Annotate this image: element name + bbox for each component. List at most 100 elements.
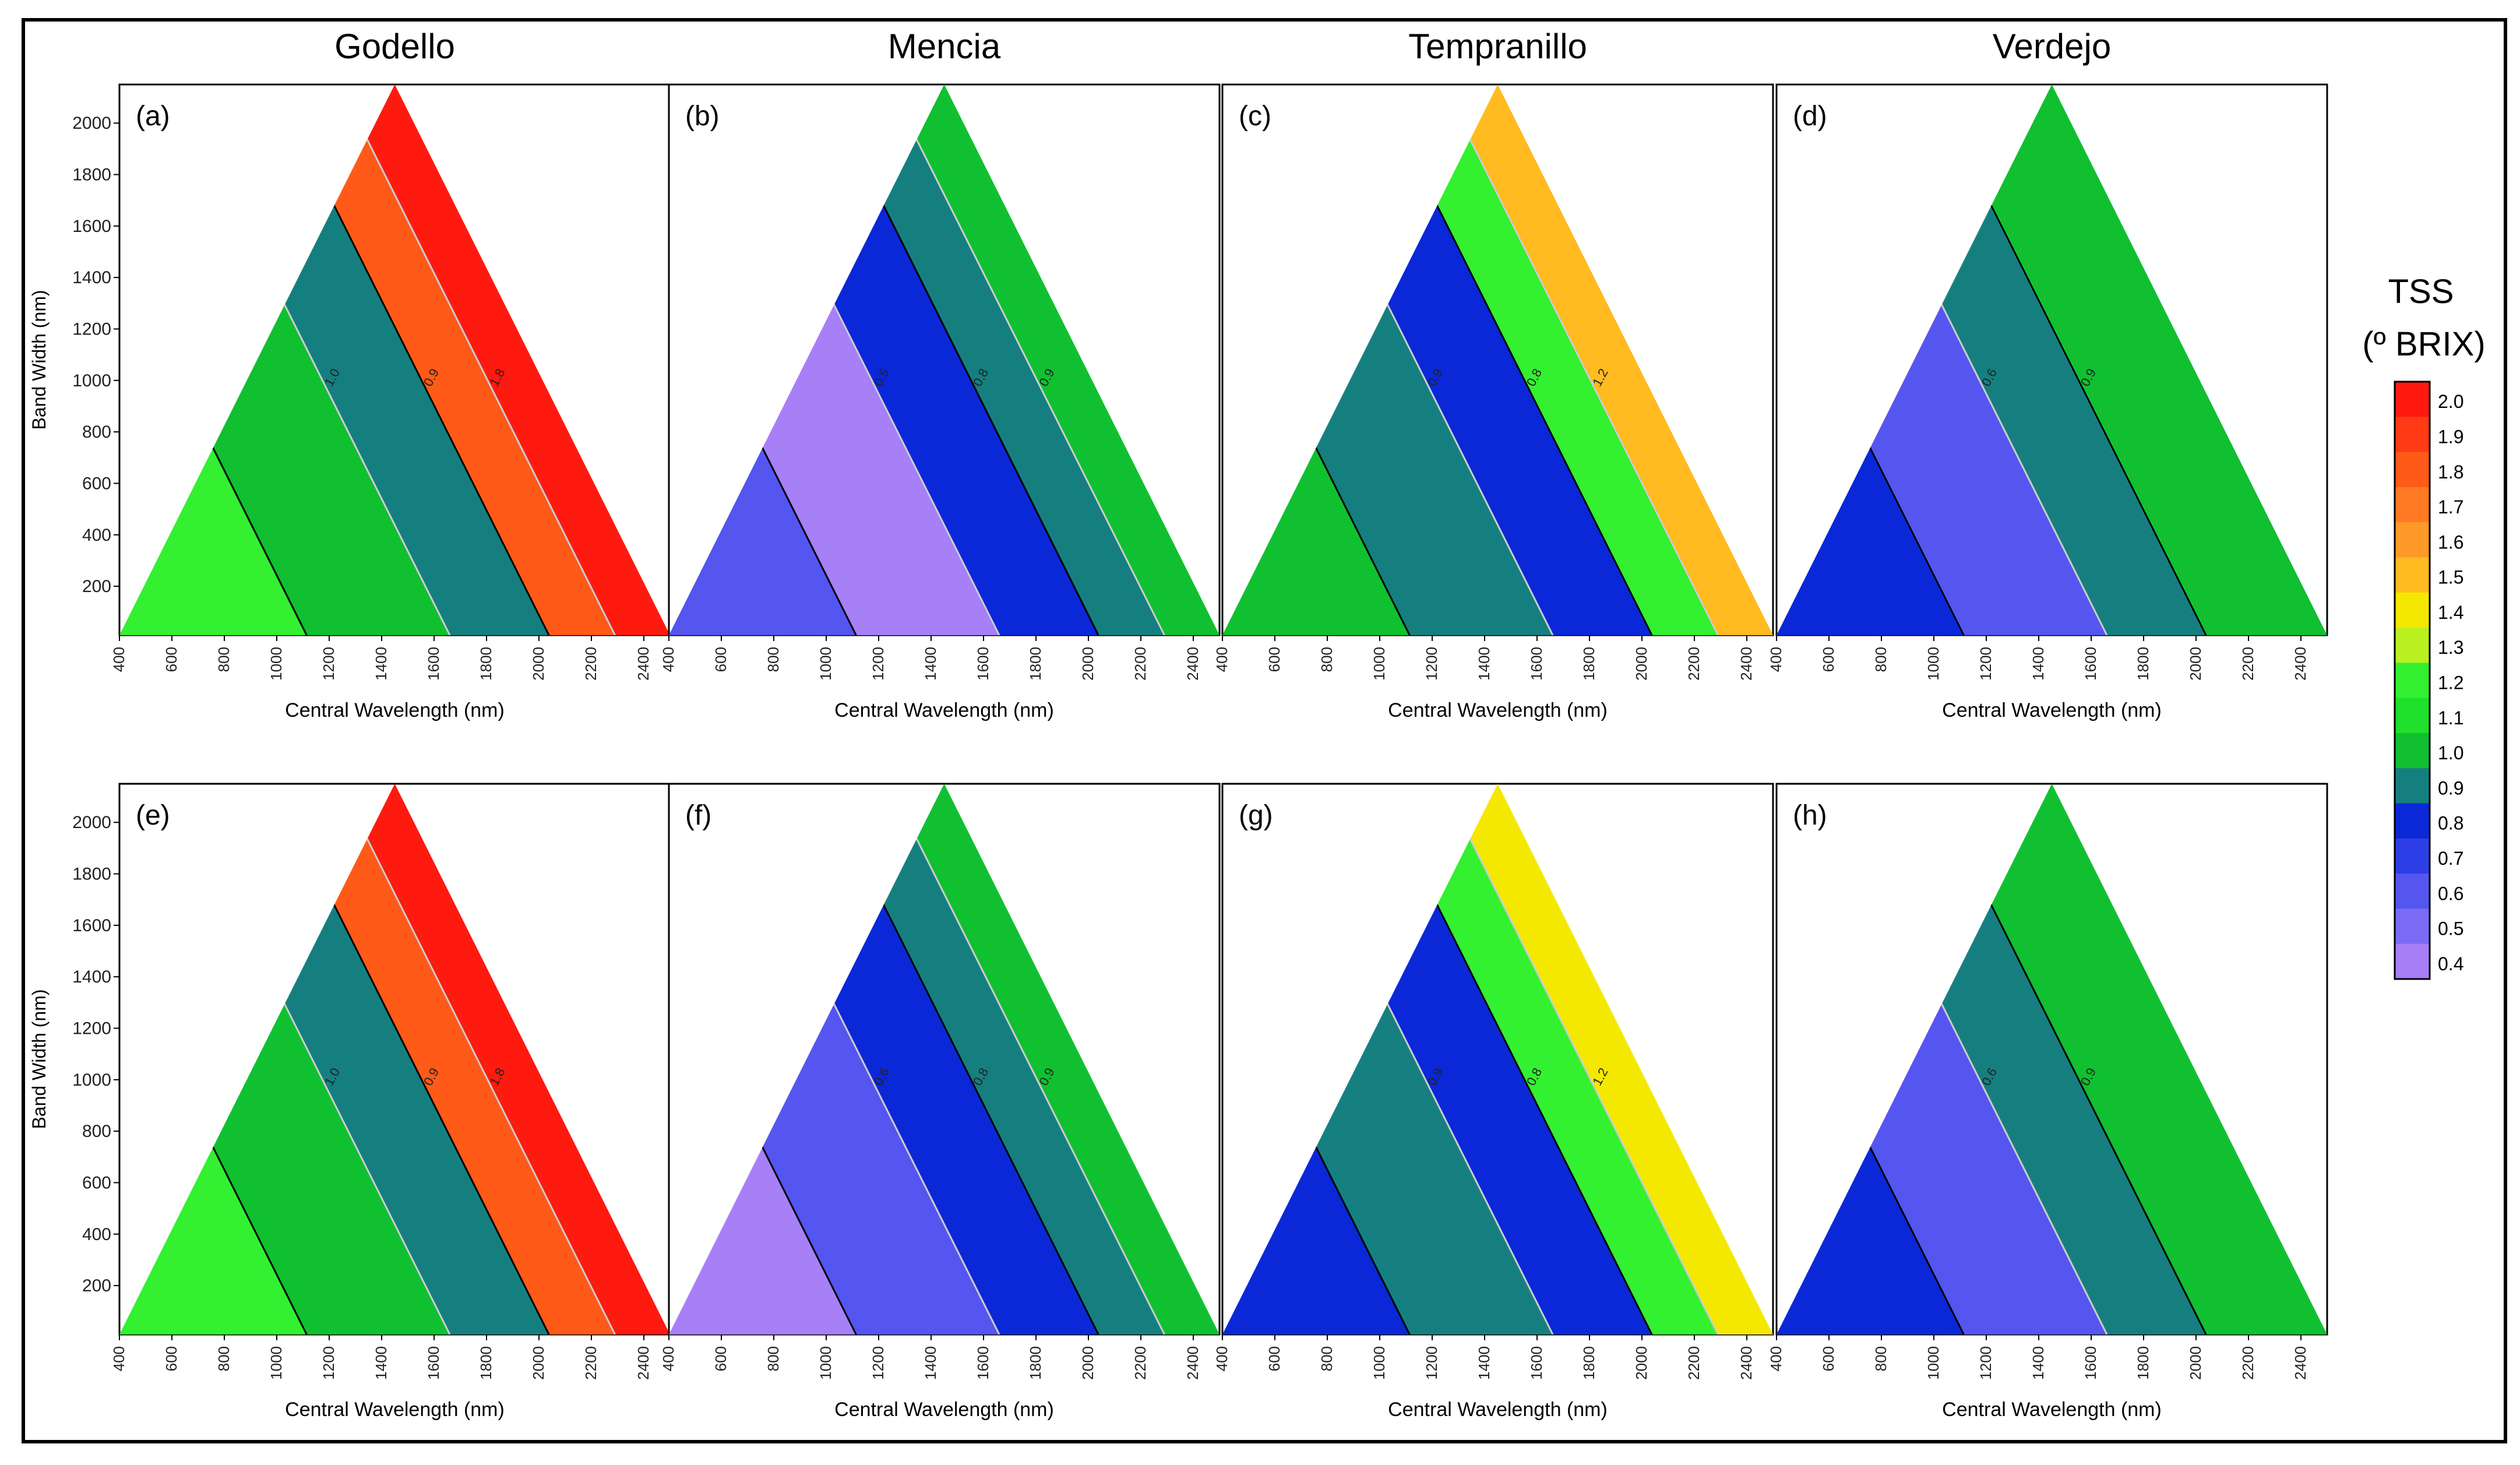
x-tick-label: 1600 — [2082, 647, 2099, 681]
x-tick-label: 600 — [1820, 1346, 1837, 1371]
panel-label: (h) — [1793, 800, 1827, 831]
x-tick-label: 1200 — [1977, 647, 1994, 681]
x-tick-label: 1800 — [2134, 1346, 2152, 1380]
panel-h: 0.80.60.9(h)4006008001000120014001600180… — [1767, 783, 2328, 1421]
x-tick-label: 1000 — [1925, 647, 1942, 681]
legend-swatch — [2395, 592, 2430, 629]
zone-1-8 — [273, 784, 615, 1334]
x-tick-label: 1800 — [1580, 647, 1598, 681]
x-tick-label: 2200 — [2239, 647, 2257, 681]
legend-level: 0.7 — [2438, 848, 2463, 869]
x-axis-label: Central Wavelength (nm) — [285, 1399, 505, 1421]
y-tick-label: 200 — [82, 1276, 111, 1295]
x-tick-label: 2400 — [1184, 1346, 1201, 1380]
panels: 1.21.00.91.8(a)4006008001000120014001600… — [29, 83, 2328, 1421]
x-tick-label: 1200 — [869, 647, 887, 681]
y-tick-label: 600 — [82, 474, 111, 493]
y-tick-label: 1400 — [72, 967, 111, 987]
panel-f: 0.50.60.80.9(f)4006008001000120014001600… — [660, 783, 1221, 1421]
y-tick-label: 1600 — [72, 916, 111, 935]
x-tick-label: 600 — [163, 1346, 180, 1371]
x-tick-label: 2200 — [1132, 1346, 1149, 1380]
x-axis-label: Central Wavelength (nm) — [1942, 699, 2162, 721]
x-tick-label: 2200 — [582, 1346, 600, 1380]
x-axis-label: Central Wavelength (nm) — [1942, 1399, 2162, 1421]
y-tick-label: 2000 — [72, 114, 111, 133]
legend-swatch — [2395, 838, 2430, 875]
y-tick-label: 2000 — [72, 813, 111, 832]
panel-d: 0.80.60.9(d)4006008001000120014001600180… — [1767, 83, 2328, 721]
legend-swatch — [2395, 628, 2430, 664]
x-tick-label: 2200 — [2239, 1346, 2257, 1380]
x-axis-label: Central Wavelength (nm) — [285, 699, 505, 721]
x-tick-label: 1000 — [267, 647, 285, 681]
contour-line — [339, 84, 616, 635]
y-tick-label: 400 — [82, 526, 111, 545]
x-tick-label: 400 — [110, 1346, 128, 1371]
x-tick-label: 2200 — [1685, 1346, 1703, 1380]
x-tick-label: 800 — [764, 647, 782, 672]
x-tick-label: 1000 — [817, 1346, 834, 1380]
contour-line — [339, 784, 616, 1334]
legend-level: 0.6 — [2438, 883, 2463, 904]
x-axis-label: Central Wavelength (nm) — [1388, 699, 1608, 721]
y-tick-label: 200 — [82, 577, 111, 596]
legend-level: 0.8 — [2438, 813, 2463, 834]
legend-level: 1.9 — [2438, 426, 2463, 447]
legend-swatch — [2395, 768, 2430, 804]
zone-1-2 — [1376, 84, 1718, 635]
column-title: Mencia — [888, 27, 1001, 66]
y-tick-label: 1800 — [72, 165, 111, 185]
panel-label: (e) — [136, 800, 170, 831]
y-tick-label: 1000 — [72, 371, 111, 390]
x-tick-label: 1600 — [1528, 647, 1545, 681]
x-tick-label: 400 — [110, 647, 128, 672]
x-tick-label: 2000 — [1633, 1346, 1650, 1380]
legend-swatch — [2395, 943, 2430, 980]
legend-swatch — [2395, 382, 2430, 418]
x-axis-label: Central Wavelength (nm) — [834, 699, 1054, 721]
x-tick-label: 400 — [1767, 647, 1785, 672]
x-tick-label: 800 — [1872, 1346, 1890, 1371]
x-tick-label: 800 — [1872, 647, 1890, 672]
x-tick-label: 1000 — [1370, 647, 1388, 681]
panel-label: (g) — [1239, 800, 1273, 831]
x-tick-label: 1000 — [1370, 1346, 1388, 1380]
panel-a: 1.21.00.91.8(a)4006008001000120014001600… — [29, 83, 671, 721]
x-tick-label: 800 — [1318, 647, 1335, 672]
x-tick-label: 1000 — [817, 647, 834, 681]
y-tick-label: 800 — [82, 422, 111, 442]
panel-label: (a) — [136, 101, 170, 132]
legend-swatch — [2395, 874, 2430, 910]
x-tick-label: 800 — [215, 1346, 232, 1371]
panel-b: 0.60.50.80.9(b)4006008001000120014001600… — [660, 83, 1221, 721]
x-tick-label: 2000 — [2187, 1346, 2204, 1380]
x-tick-label: 1600 — [2082, 1346, 2099, 1380]
x-tick-label: 1400 — [372, 647, 390, 681]
legend-level: 1.4 — [2438, 602, 2463, 623]
panel-e: 1.21.00.91.8(e)4006008001000120014001600… — [29, 783, 671, 1421]
contour-line — [1441, 784, 1719, 1334]
legend-swatch — [2395, 803, 2430, 839]
legend-level: 1.0 — [2438, 742, 2463, 763]
x-tick-label: 800 — [215, 647, 232, 672]
panel-label: (b) — [685, 101, 720, 132]
legend-level: 1.3 — [2438, 637, 2463, 658]
x-tick-label: 1800 — [477, 647, 495, 681]
x-tick-label: 1000 — [1925, 1346, 1942, 1380]
legend-level: 1.6 — [2438, 531, 2463, 552]
x-tick-label: 1400 — [372, 1346, 390, 1380]
y-tick-label: 1600 — [72, 217, 111, 236]
contour-line — [888, 784, 1165, 1334]
legend-level: 0.4 — [2438, 953, 2463, 974]
x-tick-label: 1600 — [425, 1346, 442, 1380]
legend: TSS (º BRIX) 2.0 1.9 1.8 1.7 1.6 1.5 1.4 1.3 1.2 1.… — [2362, 273, 2486, 980]
x-tick-label: 1600 — [974, 1346, 992, 1380]
y-tick-label: 1200 — [72, 320, 111, 339]
x-tick-label: 600 — [1820, 647, 1837, 672]
x-tick-label: 2000 — [1079, 647, 1097, 681]
x-axis-label: Central Wavelength (nm) — [834, 1399, 1054, 1421]
x-tick-label: 2000 — [2187, 647, 2204, 681]
y-axis-label: Band Width (nm) — [29, 989, 50, 1129]
y-tick-label: 800 — [82, 1122, 111, 1141]
